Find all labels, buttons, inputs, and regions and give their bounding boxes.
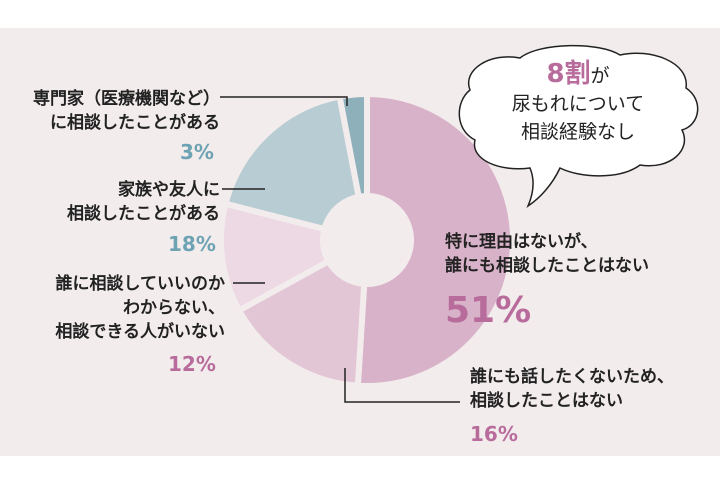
leader-line-3	[220, 96, 348, 106]
leader-line-16	[344, 368, 460, 403]
value-label-no-reason: 51%	[445, 290, 532, 331]
label-family-friends: 家族や友人に 相談したことがある	[67, 180, 220, 224]
callout-line2: 尿もれについて	[511, 93, 645, 115]
callout-text: 8割が 尿もれについて 相談経験なし	[478, 60, 678, 146]
callout-suffix: が	[590, 65, 610, 87]
label-no-reason: 特に理由はないが、 誰にも相談したことはない	[445, 232, 649, 276]
callout-highlight: 8割	[546, 59, 591, 89]
label-specialist: 専門家（医療機関など） に相談したことがある	[33, 89, 220, 133]
speech-bubble	[458, 44, 699, 209]
leader-lines	[220, 96, 460, 403]
value-label-dont-want-to-talk: 16%	[470, 422, 518, 446]
callout-line3: 相談経験なし	[520, 121, 635, 143]
label-nobody-to-ask: 誰に相談していいのか わからない、 相談できる人がいない	[55, 274, 225, 342]
value-label-nobody-to-ask: 12%	[168, 352, 216, 376]
donut-hole	[323, 196, 411, 284]
label-dont-want-to-talk: 誰にも話したくないため、 相談したことはない	[470, 367, 674, 411]
value-label-family-friends: 18%	[168, 232, 216, 256]
value-label-specialist: 3%	[180, 140, 214, 164]
